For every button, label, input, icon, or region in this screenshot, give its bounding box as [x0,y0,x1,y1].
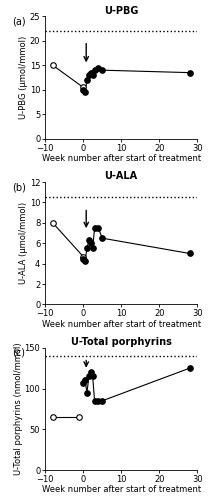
Text: (b): (b) [12,182,26,192]
X-axis label: Week number after start of treatment: Week number after start of treatment [42,320,201,328]
Y-axis label: U-Total porphyrins (nmol/mmol): U-Total porphyrins (nmol/mmol) [14,342,23,475]
Title: U-ALA: U-ALA [105,172,138,181]
Title: U-Total porphyrins: U-Total porphyrins [71,337,172,347]
X-axis label: Week number after start of treatment: Week number after start of treatment [42,154,201,163]
Text: (c): (c) [12,348,25,358]
Title: U-PBG: U-PBG [104,6,138,16]
Y-axis label: U-ALA (μmol/mmol): U-ALA (μmol/mmol) [19,202,28,284]
Text: (a): (a) [12,16,25,26]
X-axis label: Week number after start of treatment: Week number after start of treatment [42,486,201,494]
Y-axis label: U-PBG (μmol/mmol): U-PBG (μmol/mmol) [19,36,28,119]
